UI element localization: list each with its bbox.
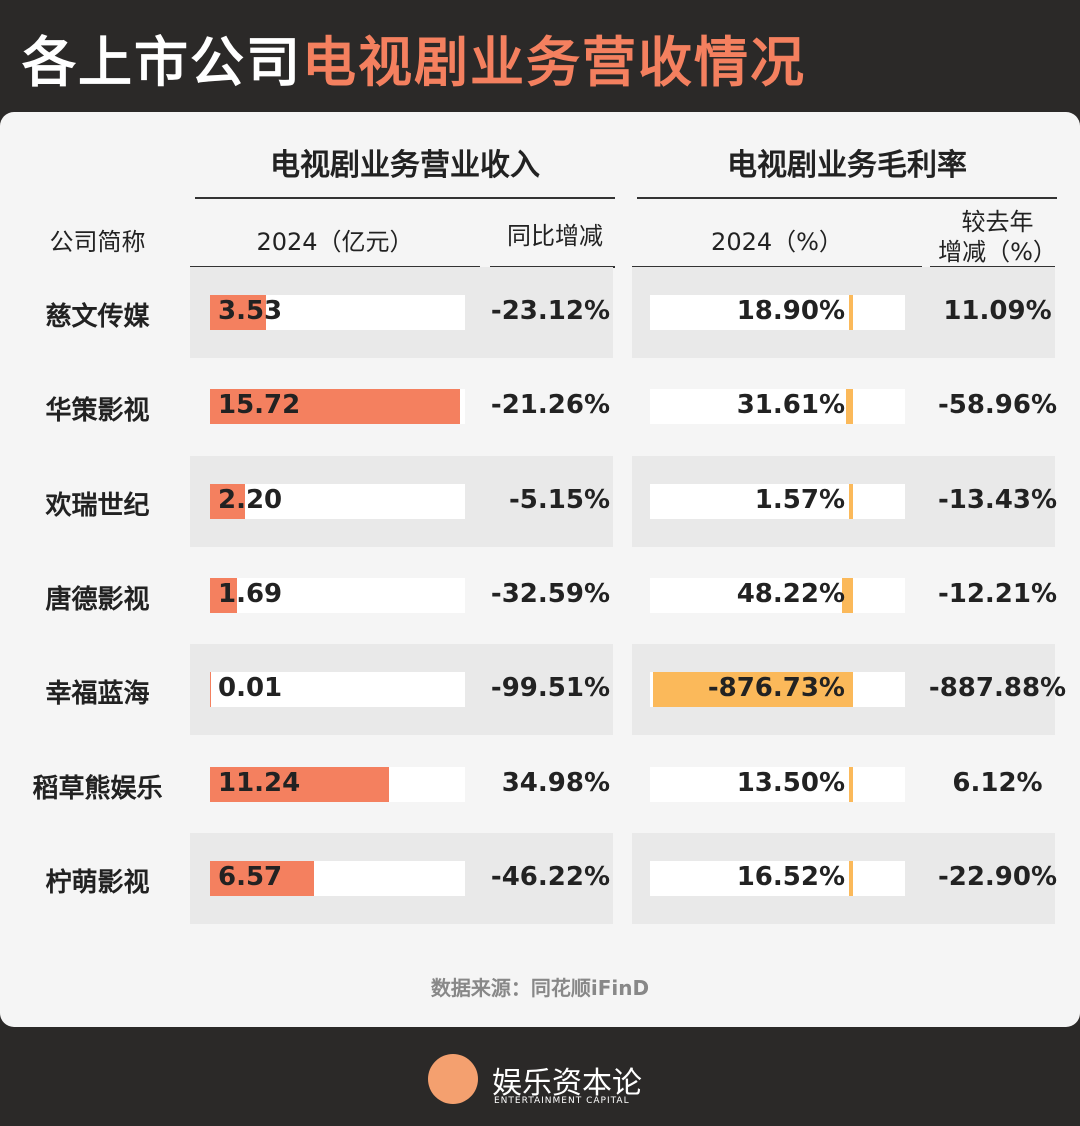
- column-header: 公司简称: [49, 228, 146, 256]
- column-header: 同比增减: [507, 222, 603, 250]
- company: 欢瑞世纪: [45, 490, 150, 521]
- logo: 娱乐资本论: [492, 1066, 642, 1101]
- column-header: 2024（亿元）: [256, 228, 414, 256]
- revenue-label: 6.57: [218, 861, 283, 892]
- margin-track: [650, 483, 905, 519]
- margin-track: [650, 295, 905, 330]
- title: 各上市公司电视剧业务营收情况: [22, 18, 806, 97]
- margin-track: [650, 766, 905, 802]
- margin-label: 1.57%: [754, 484, 845, 515]
- yoy: -23.12%: [490, 296, 610, 326]
- company: 慈文传媒: [45, 302, 150, 332]
- margin-label: -876.73%: [707, 673, 845, 704]
- column-header: 较去年: [961, 208, 1034, 236]
- revenue-label: 15.72: [218, 390, 301, 421]
- margin-change: -12.21%: [937, 578, 1058, 609]
- logo-icon: [428, 1054, 478, 1104]
- yoy: -5.15%: [509, 484, 610, 515]
- revenue-bar: [210, 483, 245, 519]
- yoy: 34.98%: [501, 767, 610, 798]
- margin-change: -58.96%: [937, 390, 1058, 421]
- margin-track: [650, 860, 905, 896]
- margin-label: 13.50%: [736, 767, 845, 798]
- margin-bar: [848, 295, 853, 330]
- revenue-bar: [210, 295, 267, 330]
- source: 数据来源：同花顺iFinD: [430, 976, 650, 1000]
- company: 柠萌影视: [45, 867, 150, 898]
- margin-change: 11.09%: [943, 296, 1052, 326]
- revenue-label: 0.01: [218, 673, 283, 704]
- margin-track: [650, 577, 905, 613]
- title-white: 各上市公司: [22, 31, 302, 94]
- margin-track: [650, 389, 905, 425]
- title-orange: 电视剧业务营收情况: [302, 31, 806, 94]
- group-header: 电视剧业务营业收入: [270, 148, 540, 183]
- margin-label: 31.61%: [736, 390, 845, 421]
- margin-change: 6.12%: [952, 767, 1043, 798]
- revenue-track: [210, 672, 465, 708]
- rule: [195, 197, 615, 199]
- revenue-bar: [210, 389, 460, 425]
- revenue-bar: [210, 860, 315, 896]
- revenue-label: 11.24: [218, 767, 301, 798]
- yoy: -99.51%: [490, 673, 610, 704]
- margin-bar: [849, 483, 853, 519]
- margin-label: 18.90%: [736, 296, 845, 326]
- margin-bar: [842, 577, 853, 613]
- yoy: -46.22%: [490, 861, 610, 892]
- revenue-track: [210, 577, 465, 613]
- company: 唐德影视: [45, 584, 150, 615]
- margin-bar: [849, 860, 853, 896]
- yoy: -21.26%: [490, 390, 610, 421]
- revenue-bar: [210, 577, 237, 613]
- margin-change: -13.43%: [937, 484, 1058, 515]
- column-header: 增减（%）: [938, 238, 1057, 266]
- company: 幸福蓝海: [45, 679, 150, 710]
- company: 稻草熊娱乐: [32, 773, 163, 804]
- margin-label: 48.22%: [736, 578, 845, 609]
- margin-bar: [653, 672, 853, 708]
- company: 华策影视: [45, 396, 150, 427]
- group-header: 电视剧业务毛利率: [727, 148, 967, 183]
- margin-change: -22.90%: [937, 861, 1058, 892]
- yoy: -32.59%: [490, 578, 610, 609]
- logo-en: ENTERTAINMENT CAPITAL: [494, 1096, 630, 1106]
- revenue-track: [210, 483, 465, 519]
- margin-change: -887.88%: [928, 673, 1067, 704]
- margin-bar: [849, 766, 853, 802]
- rule: [637, 197, 1057, 199]
- margin-bar: [845, 389, 853, 425]
- revenue-label: 3.53: [218, 296, 283, 326]
- revenue-label: 1.69: [218, 578, 283, 609]
- margin-label: 16.52%: [736, 861, 845, 892]
- revenue-bar: [210, 766, 389, 802]
- column-header: 2024（%）: [711, 228, 843, 256]
- revenue-label: 2.20: [218, 484, 283, 515]
